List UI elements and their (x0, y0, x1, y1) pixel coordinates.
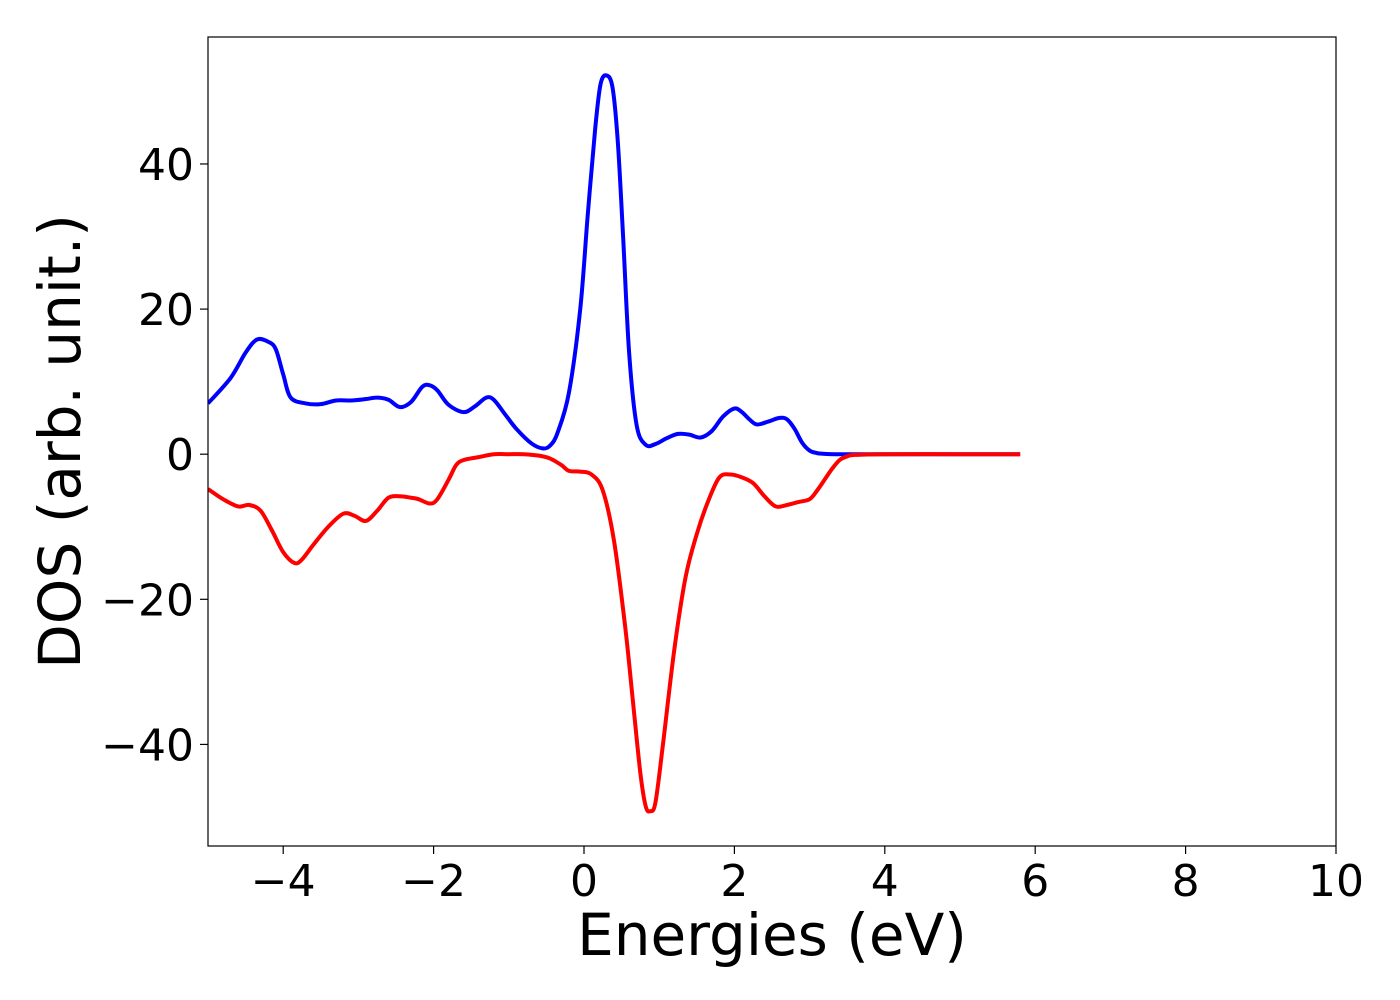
x-tick-label: 2 (720, 856, 748, 907)
y-tick-label: −20 (101, 575, 194, 626)
x-tick-label: 6 (1021, 856, 1049, 907)
y-axis-label: DOS (arb. unit.) (26, 214, 94, 669)
plot-area (208, 73, 1021, 814)
dos-up-line (208, 73, 1021, 457)
y-tick-label: −40 (101, 720, 194, 771)
x-tick-label: 4 (871, 856, 899, 907)
x-tick-label: 8 (1172, 856, 1200, 907)
x-tick-label: 10 (1308, 856, 1364, 907)
y-tick-label: 20 (138, 285, 194, 336)
y-tick-label: 40 (138, 140, 194, 191)
axes-frame (207, 36, 1337, 847)
x-tick-label: 0 (570, 856, 598, 907)
x-tick-label: −2 (401, 856, 466, 907)
dos-down-line (208, 451, 1021, 814)
x-tick-label: −4 (251, 856, 316, 907)
x-axis-label: Energies (eV) (577, 901, 967, 969)
y-tick-label: 0 (166, 430, 194, 481)
